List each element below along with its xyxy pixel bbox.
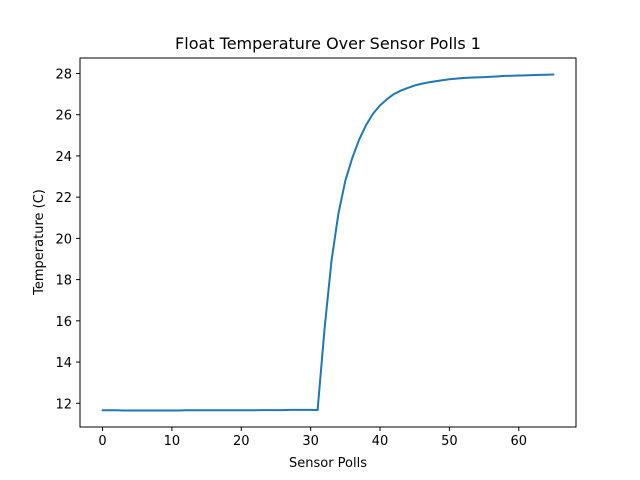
axes-frame — [79, 57, 577, 428]
y-tick-label: 28 — [55, 67, 72, 82]
y-axis-ticks: 12 14 16 18 20 22 24 26 28 — [55, 67, 80, 412]
y-axis-label: Temperature (C) — [32, 189, 47, 296]
y-tick-label: 24 — [55, 150, 72, 165]
y-tick-label: 16 — [55, 315, 72, 330]
y-tick-label: 14 — [55, 356, 72, 371]
y-tick-label: 18 — [55, 274, 72, 289]
y-tick-label: 12 — [55, 397, 72, 412]
x-tick-label: 20 — [233, 434, 250, 449]
x-tick-label: 30 — [302, 434, 319, 449]
x-axis-label: Sensor Polls — [289, 456, 367, 471]
y-tick-label: 26 — [55, 109, 72, 124]
chart-title: Float Temperature Over Sensor Polls 1 — [175, 34, 481, 53]
x-tick-label: 50 — [441, 434, 458, 449]
y-tick-label: 20 — [55, 232, 72, 247]
x-tick-label: 0 — [98, 434, 106, 449]
x-tick-label: 60 — [510, 434, 527, 449]
x-axis-ticks: 0 10 20 30 40 50 60 — [98, 427, 527, 449]
x-tick-label: 40 — [372, 434, 389, 449]
x-tick-label: 10 — [164, 434, 181, 449]
series-line — [101, 73, 555, 412]
plot-area — [101, 73, 555, 412]
y-tick-label: 22 — [55, 191, 72, 206]
